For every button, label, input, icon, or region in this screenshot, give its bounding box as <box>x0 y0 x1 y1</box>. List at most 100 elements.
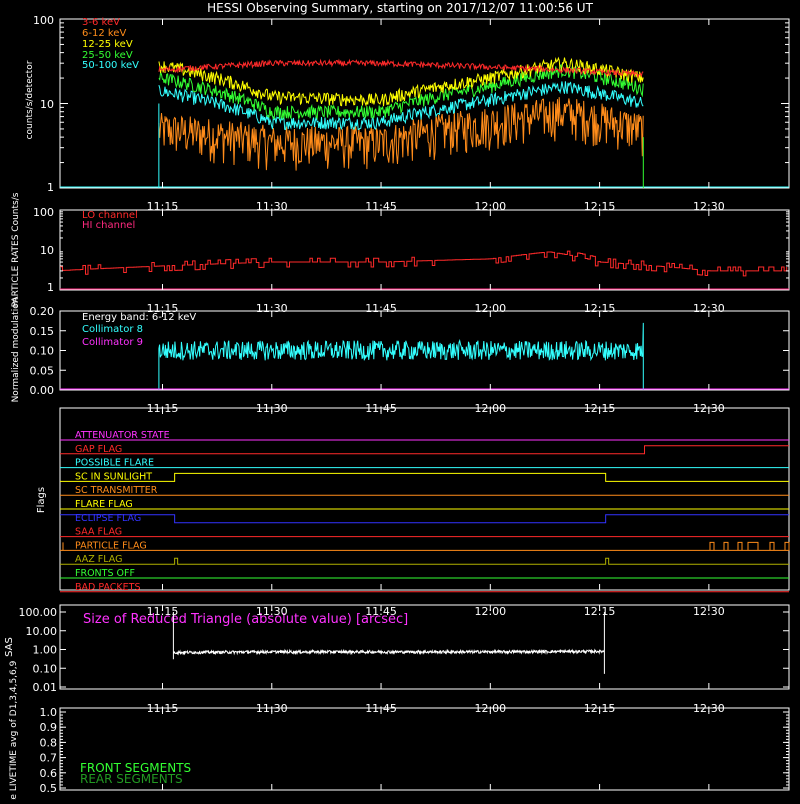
x-tick-label: 12:00 <box>474 302 506 315</box>
flag-line <box>60 445 789 455</box>
count-rate-series <box>60 18 789 189</box>
sas-panel: SAS Size of Reduced Triangle (absolute v… <box>4 604 790 694</box>
lo-channel-line <box>60 250 788 277</box>
x-tick-label: 12:15 <box>584 200 616 213</box>
flag-line <box>60 472 789 482</box>
x-tick-label: 11:45 <box>365 605 397 618</box>
legend-12-25: 12-25 keV <box>82 39 133 50</box>
livetime-yticks: 0.5 0.6 0.7 0.8 0.9 1.0 <box>40 706 789 795</box>
energy-band-label: Energy band: 6-12 keV <box>82 312 196 323</box>
panel-frame <box>59 407 790 591</box>
panel-frame <box>59 707 790 791</box>
series-line <box>158 81 644 131</box>
sas-yticks: 100.00 10.00 1.00 0.10 0.01 <box>19 606 789 694</box>
x-tick-label: 12:15 <box>584 302 616 315</box>
x-tick-label: 12:30 <box>693 302 725 315</box>
flag-label: POSSIBLE FLARE <box>75 458 154 469</box>
ylabel-modulation: Normalized modulation <box>11 298 21 403</box>
sas-line <box>172 612 605 674</box>
collimator-8-line <box>158 322 644 390</box>
series-line <box>158 63 644 121</box>
legend-25-50: 25-50 keV <box>82 50 133 61</box>
ylabel-livetime: Mon. Rate LIVETIME avg of D1,3,4,5,6,9 <box>9 660 19 800</box>
x-tick-label: 11:30 <box>256 302 288 315</box>
x-tick-label: 11:45 <box>365 302 397 315</box>
x-tick-label: 11:30 <box>256 605 288 618</box>
flag-lines: ATTENUATOR STATE GAP FLAG POSSIBLE FLARE SC… <box>60 430 790 593</box>
y-tick-label: 0.10 <box>33 662 58 675</box>
ylabel-sas: SAS <box>4 637 15 657</box>
flag-label: FLARE FLAG <box>75 499 133 510</box>
y-tick-label: 0.7 <box>40 752 58 765</box>
modulation-yticks: 0.00 0.05 0.10 0.15 0.20 <box>30 305 789 397</box>
modulation-series <box>60 322 789 390</box>
series-line <box>158 97 644 171</box>
y-tick-label: 0.01 <box>33 681 58 694</box>
y-tick-label: 0.5 <box>40 782 58 795</box>
legend-3-6: 3-6 keV <box>82 17 120 28</box>
y-tick-label: 0.05 <box>30 364 55 377</box>
x-tick-label: 11:15 <box>147 200 179 213</box>
x-tick-label: 11:15 <box>147 605 179 618</box>
flag-line <box>60 541 790 551</box>
sas-series <box>172 612 605 674</box>
legend-front-segments: FRONT SEGMENTS <box>80 761 191 775</box>
y-tick-label: 10.00 <box>26 625 58 638</box>
ylabel-counts: counts/s/detector <box>25 60 35 139</box>
series-line <box>158 56 644 107</box>
y-tick-label: 0.9 <box>40 721 58 734</box>
flag-label: SC IN SUNLIGHT <box>75 471 152 482</box>
legend-6-12: 6-12 keV <box>82 28 126 39</box>
flag-label: SAA FLAG <box>75 527 122 538</box>
x-tick-label: 11:30 <box>256 200 288 213</box>
y-tick-label: 0.20 <box>30 305 55 318</box>
flag-label: FRONTS OFF <box>75 568 135 579</box>
flags-panel: Flags ATTENUATOR STATE GAP FLAG POSSIBLE F… <box>36 407 790 593</box>
particle-rates-panel: PARTICLE RATES Counts/s 100 10 1 LO chan… <box>11 192 790 307</box>
legend-collimator-9: Collimator 9 <box>82 337 143 348</box>
y-tick-label: 0.00 <box>30 384 55 397</box>
x-tick-label: 12:15 <box>584 605 616 618</box>
flag-line <box>60 557 789 565</box>
ytick-label: 10 <box>40 244 54 257</box>
ylabel-particle: PARTICLE RATES Counts/s <box>11 192 21 307</box>
ylabel-flags: Flags <box>36 487 47 513</box>
flag-label: SC TRANSMITTER <box>75 485 158 496</box>
y-tick-label: 0.6 <box>40 767 58 780</box>
y-tick-label: 100.00 <box>19 606 58 619</box>
panel-frame <box>59 209 790 291</box>
series-line <box>158 58 644 79</box>
flag-label: ECLIPSE FLAG <box>75 513 141 524</box>
x-tick-label: 12:30 <box>693 200 725 213</box>
x-tick-label: 12:00 <box>474 200 506 213</box>
legend-collimator-8: Collimator 8 <box>82 324 143 335</box>
livetime-panel: Mon. Rate LIVETIME avg of D1,3,4,5,6,9 F… <box>9 660 790 804</box>
legend-rear-segments: REAR SEGMENTS <box>80 772 183 786</box>
flag-label: BAD PACKETS <box>75 582 141 593</box>
y-tick-label: 0.10 <box>30 345 55 358</box>
y-tick-label: 0.15 <box>30 325 55 338</box>
x-tick-label: 11:45 <box>365 200 397 213</box>
y-tick-label: 1.0 <box>40 706 58 719</box>
legend-lo: LO channel <box>82 210 138 221</box>
ytick-label: 1 <box>47 181 54 194</box>
count-rates-panel: counts/s/detector 100 10 1 3-6 keV 6-12 … <box>25 14 790 194</box>
panel-frame <box>59 604 790 690</box>
flag-line <box>60 514 789 524</box>
legend-hi: HI channel <box>82 220 135 231</box>
y-tick-label: 1.00 <box>33 644 58 657</box>
particle-series <box>60 211 789 290</box>
modulation-panel: Normalized modulation Energy band: 6-12 … <box>11 298 790 403</box>
ytick-label: 10 <box>40 98 54 111</box>
y-tick-label: 0.8 <box>40 736 58 749</box>
legend-50-100: 50-100 keV <box>82 60 139 71</box>
x-tick-label: 12:30 <box>693 605 725 618</box>
ytick-label: 100 <box>33 206 54 219</box>
flag-label: PARTICLE FLAG <box>75 540 147 551</box>
ytick-label: 1 <box>47 281 54 294</box>
time-axis-labels: 11:15 11:30 11:45 12:00 12:15 12:30 11:15 11:30… <box>147 19 725 790</box>
flag-label: GAP FLAG <box>75 444 122 455</box>
ytick-label: 100 <box>33 14 54 27</box>
